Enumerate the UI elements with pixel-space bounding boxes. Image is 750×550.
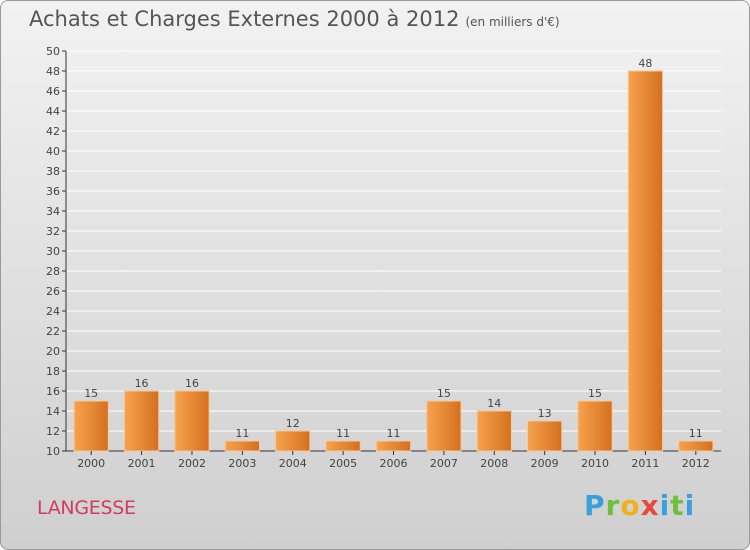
y-tick-label: 14 (46, 405, 60, 418)
y-tick-label: 40 (46, 145, 60, 158)
y-tick-label: 34 (46, 205, 60, 218)
x-tick-label: 2008 (480, 457, 508, 470)
y-tick-label: 28 (46, 265, 60, 278)
x-tick-label: 2005 (329, 457, 357, 470)
bar (476, 410, 512, 452)
bar-value-label: 13 (538, 407, 552, 420)
y-tick-label: 50 (46, 45, 60, 58)
y-tick-label: 20 (46, 345, 60, 358)
bar (275, 430, 311, 452)
bar-value-label: 11 (235, 427, 249, 440)
x-tick-label: 2010 (581, 457, 609, 470)
x-tick-label: 2007 (430, 457, 458, 470)
x-tick-label: 2004 (279, 457, 307, 470)
y-tick-label: 18 (46, 365, 60, 378)
bar (577, 400, 613, 452)
bar-value-label: 48 (638, 57, 652, 70)
y-tick-label: 24 (46, 305, 60, 318)
bar-value-label: 11 (689, 427, 703, 440)
proxiti-logo: Proxiti (584, 489, 696, 522)
x-tick-label: 2012 (682, 457, 710, 470)
bar-value-label: 15 (437, 387, 451, 400)
y-tick-label: 16 (46, 385, 60, 398)
commune-name: LANGESSE (37, 497, 136, 519)
bar (678, 440, 714, 452)
bar (527, 420, 563, 452)
y-tick-label: 38 (46, 165, 60, 178)
x-tick-label: 2001 (128, 457, 156, 470)
bar (73, 400, 109, 452)
x-tick-label: 2002 (178, 457, 206, 470)
x-tick-label: 2011 (631, 457, 659, 470)
bar-value-label: 16 (135, 377, 149, 390)
bar-value-label: 15 (84, 387, 98, 400)
x-tick-label: 2003 (228, 457, 256, 470)
bar (426, 400, 462, 452)
y-tick-label: 22 (46, 325, 60, 338)
y-tick-label: 42 (46, 125, 60, 138)
y-tick-label: 36 (46, 185, 60, 198)
x-tick-label: 2006 (380, 457, 408, 470)
y-tick-label: 10 (46, 445, 60, 458)
chart-title-text: Achats et Charges Externes 2000 à 2012 (29, 7, 460, 31)
bar (627, 70, 664, 452)
chart-title: Achats et Charges Externes 2000 à 2012 (e… (29, 7, 560, 31)
bar (325, 440, 361, 452)
y-tick-label: 26 (46, 285, 60, 298)
bar-value-label: 14 (487, 397, 501, 410)
bar-value-label: 11 (336, 427, 350, 440)
y-tick-label: 32 (46, 225, 60, 238)
x-tick-label: 2009 (531, 457, 559, 470)
y-tick-label: 12 (46, 425, 60, 438)
y-tick-label: 48 (46, 65, 60, 78)
bar-value-label: 16 (185, 377, 199, 390)
chart-subtitle: (en milliers d'€) (465, 15, 560, 29)
y-tick-label: 44 (46, 105, 60, 118)
bar-value-label: 12 (286, 417, 300, 430)
bar-value-label: 15 (588, 387, 602, 400)
y-tick-label: 46 (46, 85, 60, 98)
bar (224, 440, 260, 452)
bar (375, 440, 412, 452)
bar (174, 390, 210, 452)
x-tick-label: 2000 (77, 457, 105, 470)
y-tick-label: 30 (46, 245, 60, 258)
bar (123, 390, 160, 452)
bar-value-label: 11 (387, 427, 401, 440)
